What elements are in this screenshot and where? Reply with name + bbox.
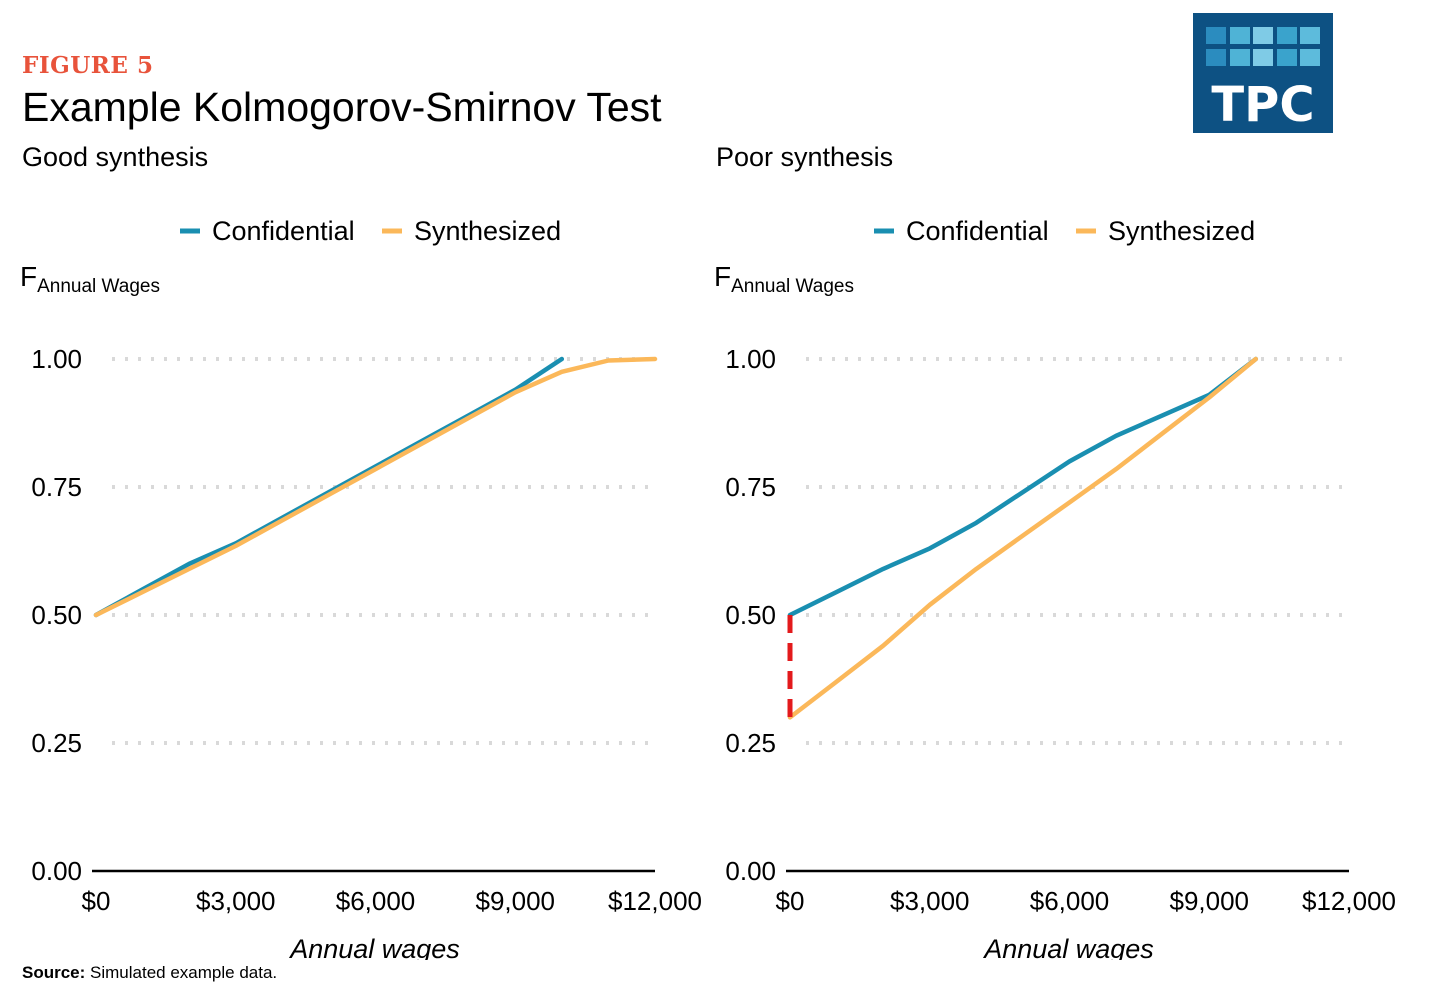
logo-cell (1300, 27, 1320, 44)
y-axis-label: FAnnual Wages (20, 261, 160, 297)
logo-cell (1206, 49, 1226, 66)
y-tick-label: 0.25 (725, 728, 776, 758)
chart-good-synthesis: Good synthesis Confidential Synthesized FAn… (20, 142, 702, 960)
x-axis-title: Annual wages (288, 934, 460, 960)
x-tick-label: $6,000 (1030, 886, 1110, 916)
legend-label: Confidential (906, 216, 1049, 246)
y-tick-label: 0.75 (31, 472, 82, 502)
x-tick-label: $6,000 (336, 886, 416, 916)
y-tick-label: 0.00 (725, 856, 776, 886)
source-text: Simulated example data. (90, 963, 278, 982)
x-tick-label: $0 (82, 886, 111, 916)
x-tick-label: $9,000 (1169, 886, 1249, 916)
y-tick-label: 0.50 (725, 600, 776, 630)
legend-label: Synthesized (414, 216, 561, 246)
legend: Confidential Synthesized (180, 216, 561, 246)
y-tick-label: 0.00 (31, 856, 82, 886)
source-note: Source: Simulated example data. (22, 963, 277, 983)
logo-cell (1206, 27, 1226, 44)
x-tick-label: $9,000 (475, 886, 555, 916)
logo-cell (1276, 49, 1297, 66)
series-line-synthesized (93, 356, 658, 618)
logo-cell (1229, 49, 1250, 66)
x-tick-label: $12,000 (1302, 886, 1396, 916)
y-tick-label: 0.50 (31, 600, 82, 630)
logo-cell (1253, 49, 1273, 66)
x-axis-title: Annual wages (982, 934, 1154, 960)
figure-label: FIGURE 5 (22, 52, 154, 79)
page-title: Example Kolmogorov-Smirnov Test (22, 84, 662, 130)
y-tick-label: 1.00 (31, 344, 82, 374)
panel-title: Good synthesis (22, 142, 208, 172)
logo-cell (1276, 27, 1297, 44)
y-axis-label: FAnnual Wages (714, 261, 854, 297)
logo-cell (1229, 27, 1250, 44)
tpc-logo: TPC (1193, 13, 1333, 133)
source-label: Source: (22, 963, 86, 982)
x-tick-label: $0 (776, 886, 805, 916)
panel-title: Poor synthesis (716, 142, 893, 172)
series-line-confidential (787, 356, 1259, 618)
y-tick-label: 0.75 (725, 472, 776, 502)
series-line-confidential (93, 356, 565, 618)
x-tick-label: $12,000 (608, 886, 702, 916)
legend-label: Confidential (212, 216, 355, 246)
chart-poor-synthesis: Poor synthesis Confidential Synthesized FAn… (714, 142, 1396, 960)
logo-text: TPC (1211, 77, 1315, 133)
legend-label: Synthesized (1108, 216, 1255, 246)
logo-cell (1300, 49, 1320, 66)
logo-cell (1253, 27, 1273, 44)
x-tick-label: $3,000 (196, 886, 276, 916)
y-tick-label: 0.25 (31, 728, 82, 758)
x-tick-label: $3,000 (890, 886, 970, 916)
series-line-synthesized (787, 356, 1259, 720)
y-tick-label: 1.00 (725, 344, 776, 374)
legend: Confidential Synthesized (874, 216, 1255, 246)
